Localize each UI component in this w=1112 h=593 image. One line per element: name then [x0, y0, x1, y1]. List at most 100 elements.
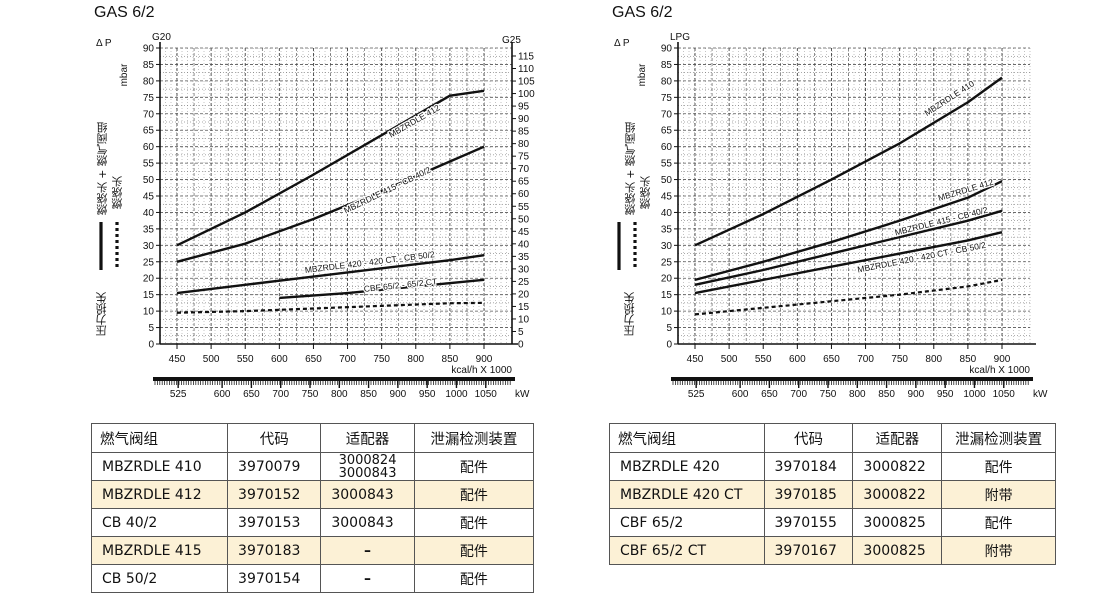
legend-dashed-label: 燃烧头 — [111, 176, 124, 209]
kw-tick-label: 800 — [331, 389, 348, 400]
cell-adapter: 3000824 3000843 — [320, 452, 415, 481]
cell-code: 3970079 — [227, 452, 322, 481]
grid — [677, 47, 1031, 345]
series-line — [694, 209, 1003, 286]
kw-tick-label: 750 — [820, 389, 837, 400]
cell-adapter: 3000843 — [320, 508, 415, 537]
cell-code: 3970185 — [763, 480, 854, 509]
legend-solid-label: 燃烧头 + 燃气阀组 — [624, 122, 637, 216]
table-row: CBF 65/2 CT 3970167 3000825 附带 — [609, 536, 1056, 565]
legend-axis-title: 压力损失 — [95, 292, 108, 336]
y-tick-label: 70 — [143, 109, 155, 120]
table-header-row: 燃气阀组 代码 适配器 泄漏检测装置 — [90, 423, 535, 453]
kw-unit-label: kW — [1033, 389, 1048, 400]
panel-title: GAS 6/2 — [612, 4, 673, 21]
y-tick-label: 30 — [143, 241, 155, 252]
y-tick-label: 0 — [666, 340, 672, 351]
x-tick-label: 850 — [442, 354, 459, 365]
y-tick-label: 75 — [143, 93, 155, 104]
plot-area: 0510152025303540455055606570758085900510… — [96, 32, 535, 400]
unit-label: mbar — [637, 63, 648, 86]
x-tick-label: 450 — [169, 354, 186, 365]
y2-tick-label: 50 — [518, 214, 530, 225]
y-tick-label: 10 — [661, 307, 673, 318]
y-tick-label: 20 — [661, 274, 673, 285]
y-tick-label: 30 — [661, 241, 673, 252]
pressure-loss-chart-left: 0510152025303540455055606570758085900510… — [96, 32, 535, 400]
plot-area: 0 5 10 15 20 25 30 35 40 45 50 55 60 65 70 75 80 85 90 450 5… — [614, 32, 1048, 400]
x-tick-label: 700 — [339, 354, 356, 365]
kw-tick-label: 1050 — [993, 389, 1016, 400]
series-line — [694, 278, 1003, 316]
y-tick-label: 90 — [661, 44, 673, 55]
y-tick-label: 25 — [661, 257, 673, 268]
y-tick-label: 50 — [661, 175, 673, 186]
y-tick-label: 55 — [143, 159, 155, 170]
x-tick-label: 450 — [687, 354, 704, 365]
y2-tick-label: 25 — [518, 277, 530, 288]
y2-tick-label: 30 — [518, 264, 530, 275]
legend-solid-label: 燃烧头 + 燃气阀组 — [96, 122, 109, 216]
x-tick-label: 600 — [789, 354, 806, 365]
cell-adapter: 3000822 — [852, 452, 943, 481]
y2-tick-label: 35 — [518, 252, 530, 263]
x-axis-label: kcal/h X 1000 — [969, 365, 1030, 376]
y-tick-label: 25 — [143, 257, 155, 268]
table-row: CB 50/2 3970154 – 配件 — [90, 564, 535, 593]
y-tick-label: 45 — [661, 192, 673, 203]
kw-tick-label: 600 — [214, 389, 231, 400]
y2-tick-label: 100 — [518, 89, 535, 100]
grid — [159, 47, 513, 345]
y-tick-label: 60 — [661, 142, 673, 153]
cell-code: 3970184 — [763, 452, 854, 481]
cell-gas-train: CB 50/2 — [90, 564, 229, 593]
y-tick-label: 45 — [143, 192, 155, 203]
x-tick-label: 900 — [476, 354, 493, 365]
kw-tick-label: 525 — [688, 389, 705, 400]
y2-tick-label: 0 — [518, 340, 524, 351]
kw-scale-bar — [153, 377, 515, 381]
cell-leak-detector: 配件 — [941, 452, 1056, 481]
kw-tick-label: 750 — [302, 389, 319, 400]
y-tick-label: 15 — [143, 290, 155, 301]
y2-tick-label: 45 — [518, 227, 530, 238]
kw-tick-label: 950 — [937, 389, 954, 400]
x-tick-label: 900 — [994, 354, 1011, 365]
y2-tick-label: 55 — [518, 202, 530, 213]
kw-tick-label: 850 — [360, 389, 377, 400]
kw-tick-label: 1000 — [963, 389, 986, 400]
y-tick-label: 15 — [661, 290, 673, 301]
x-tick-label: 750 — [373, 354, 390, 365]
cell-leak-detector: 配件 — [413, 452, 535, 481]
y2-tick-label: 10 — [518, 314, 530, 325]
series-label: MBZRDLE 412 — [387, 102, 442, 139]
kw-tick-label: 950 — [419, 389, 436, 400]
legend-dashed-label: 燃烧头 — [639, 176, 652, 209]
cell-gas-train: CB 40/2 — [90, 508, 229, 537]
y-tick-label: 70 — [661, 109, 673, 120]
series-line — [279, 278, 485, 300]
cell-code: 3970167 — [763, 536, 854, 565]
kw-tick-label: 1000 — [445, 389, 468, 400]
cell-leak-detector: 附带 — [941, 480, 1056, 509]
y2-tick-label: 95 — [518, 102, 530, 113]
y-tick-label: 65 — [143, 126, 155, 137]
table-header-row: 燃气阀组 代码 适配器 泄漏检测装置 — [609, 423, 1056, 453]
kw-scale-bar — [671, 377, 1033, 381]
dp-label: Δ P — [614, 38, 630, 49]
kw-unit-label: kW — [515, 389, 530, 400]
y2-tick-label: 75 — [518, 152, 530, 163]
series-line — [694, 180, 1003, 282]
chart-panel-right: GAS 6/2 0 5 10 15 20 25 30 35 40 45 50 55 60 65 70 75 80… — [518, 0, 1074, 591]
cell-adapter: – — [320, 536, 415, 565]
table-row: MBZRDLE 410 3970079 3000824 3000843 配件 — [90, 452, 535, 481]
header-adapter: 适配器 — [852, 423, 943, 453]
series-line — [176, 254, 485, 295]
x-tick-label: 800 — [407, 354, 424, 365]
y2-tick-label: 20 — [518, 289, 530, 300]
cell-leak-detector: 配件 — [413, 536, 535, 565]
y-tick-label: 55 — [661, 159, 673, 170]
left-gas-label: LPG — [670, 32, 690, 43]
header-leak-detector: 泄漏检测装置 — [413, 423, 535, 453]
kw-tick-label: 700 — [272, 389, 289, 400]
